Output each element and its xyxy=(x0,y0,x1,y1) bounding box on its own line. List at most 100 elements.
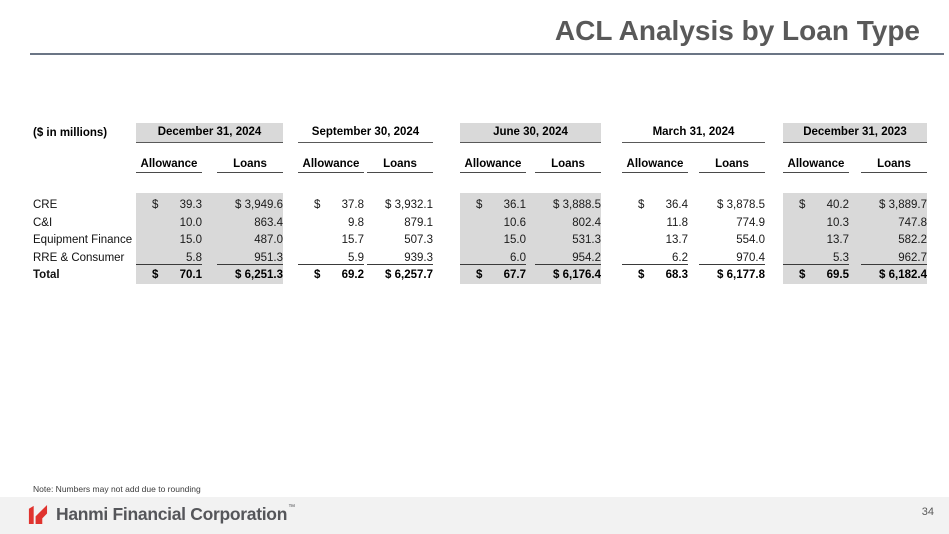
loans-value: 939.3 xyxy=(404,251,433,264)
allowance-dollar: $ xyxy=(638,199,645,211)
loans-value: $ 6,257.7 xyxy=(385,269,433,281)
table-row-total: $ 70.1 $ 6,251.3 xyxy=(136,267,283,285)
table-row: $ 37.8 $ 3,932.1 xyxy=(298,197,433,215)
allowance-dollar: $ xyxy=(314,269,321,281)
table-row-total: $ 68.3 $ 6,177.8 xyxy=(622,267,765,285)
table-row-total: $ 69.2 $ 6,257.7 xyxy=(298,267,433,285)
loans-value: $ 3,878.5 xyxy=(717,199,765,211)
allowance-value: 13.7 xyxy=(665,234,688,246)
table-row: 5.8 951.3 xyxy=(136,250,283,268)
loans-value: $ 6,251.3 xyxy=(235,269,283,281)
allowance-value: 10.6 xyxy=(503,216,526,229)
allowance-value: 13.7 xyxy=(826,234,849,246)
loans-value: $ 3,932.1 xyxy=(385,199,433,211)
loans-value: 554.0 xyxy=(736,234,765,246)
allowance-dollar: $ xyxy=(152,199,159,211)
table-row-total: $ 69.5 $ 6,182.4 xyxy=(783,267,927,285)
table-row: 6.2 970.4 xyxy=(622,250,765,268)
allowance-dollar: $ xyxy=(314,199,321,211)
period-header: December 31, 2024 xyxy=(136,123,283,143)
table-row: 13.7 554.0 xyxy=(622,232,765,250)
allowance-dollar: $ xyxy=(799,269,806,281)
loans-col-header: Loans xyxy=(699,156,765,173)
hanmi-logo-icon xyxy=(28,504,48,525)
row-label-total: Total xyxy=(33,269,60,281)
table-row: $ 39.3 $ 3,949.6 xyxy=(136,197,283,215)
row-labels: CRE C&I Equipment Finance RRE & Consumer… xyxy=(33,197,135,285)
allowance-dollar: $ xyxy=(799,199,806,211)
row-label-rre-consumer: RRE & Consumer xyxy=(33,251,125,264)
trademark-symbol: ™ xyxy=(288,504,296,511)
period-header: September 30, 2024 xyxy=(298,123,433,143)
allowance-value: 37.8 xyxy=(341,199,364,211)
loans-value: 951.3 xyxy=(254,251,283,264)
allowance-value: 11.8 xyxy=(666,216,688,229)
table-row: 11.8 774.9 xyxy=(622,215,765,233)
allowance-dollar: $ xyxy=(152,269,159,281)
loans-col-header: Loans xyxy=(217,156,283,173)
data-rows: $ 36.4 $ 3,878.5 11.8 774.9 13.7 554.0 6… xyxy=(622,197,765,285)
table-row: 15.0 531.3 xyxy=(460,232,601,250)
allowance-value: 69.2 xyxy=(341,269,364,281)
allowance-value: 70.1 xyxy=(179,269,202,281)
page-title: ACL Analysis by Loan Type xyxy=(554,15,920,46)
period-group-jun-30-2024: June 30, 2024 Allowance Loans $ 36.1 $ 3… xyxy=(460,123,601,288)
period-group-mar-31-2024: March 31, 2024 Allowance Loans $ 36.4 $ … xyxy=(622,123,765,288)
table-row: 15.0 487.0 xyxy=(136,232,283,250)
allowance-value: 36.4 xyxy=(665,199,688,211)
period-header: March 31, 2024 xyxy=(622,123,765,143)
allowance-dollar: $ xyxy=(476,269,483,281)
allowance-value: 9.8 xyxy=(348,216,364,229)
loans-value: 879.1 xyxy=(404,216,433,229)
table-row: 6.0 954.2 xyxy=(460,250,601,268)
allowance-col-header: Allowance xyxy=(298,156,364,173)
footnote: Note: Numbers may not add due to roundin… xyxy=(33,484,201,494)
shaded-column-bg xyxy=(783,193,927,284)
allowance-value: 10.3 xyxy=(826,216,849,229)
allowance-value: 69.5 xyxy=(826,269,849,281)
table-row: 10.3 747.8 xyxy=(783,215,927,233)
allowance-col-header: Allowance xyxy=(622,156,688,173)
loans-value: 962.7 xyxy=(898,251,927,264)
loans-col-header: Loans xyxy=(367,156,433,173)
company-name: Hanmi Financial Corporation xyxy=(56,504,288,524)
data-rows: $ 40.2 $ 3,889.7 10.3 747.8 13.7 582.2 5… xyxy=(783,197,927,285)
table-row-total: $ 67.7 $ 6,176.4 xyxy=(460,267,601,285)
shaded-column-bg xyxy=(460,193,601,284)
allowance-value: 5.3 xyxy=(833,251,849,264)
allowance-value: 6.0 xyxy=(510,251,526,264)
table-row: 13.7 582.2 xyxy=(783,232,927,250)
row-label-cre: CRE xyxy=(33,199,58,211)
loans-value: $ 3,949.6 xyxy=(235,199,283,211)
loans-value: 970.4 xyxy=(736,251,765,264)
allowance-dollar: $ xyxy=(476,199,483,211)
title-rule xyxy=(30,53,944,55)
period-header: December 31, 2023 xyxy=(783,123,927,143)
company-logo: Hanmi Financial Corporation ™ xyxy=(27,503,295,526)
page-number: 34 xyxy=(921,506,934,518)
allowance-value: 15.0 xyxy=(179,234,202,246)
loans-col-header: Loans xyxy=(861,156,927,173)
allowance-value: 15.0 xyxy=(503,234,526,246)
allowance-value: 5.8 xyxy=(186,251,202,264)
data-rows: $ 37.8 $ 3,932.1 9.8 879.1 15.7 507.3 5.… xyxy=(298,197,433,285)
allowance-value: 15.7 xyxy=(341,234,364,246)
loans-value: $ 6,177.8 xyxy=(717,269,765,281)
allowance-dollar: $ xyxy=(638,269,645,281)
loans-col-header: Loans xyxy=(535,156,601,173)
allowance-value: 40.2 xyxy=(826,199,849,211)
table-row: 10.0 863.4 xyxy=(136,215,283,233)
allowance-value: 36.1 xyxy=(503,199,526,211)
period-group-dec-31-2023: December 31, 2023 Allowance Loans $ 40.2… xyxy=(783,123,927,288)
table-row: 10.6 802.4 xyxy=(460,215,601,233)
loans-value: $ 6,182.4 xyxy=(879,269,927,281)
loans-value: 582.2 xyxy=(898,234,927,246)
loans-value: 507.3 xyxy=(404,234,433,246)
shaded-column-bg xyxy=(136,193,283,284)
loans-value: 531.3 xyxy=(572,234,601,246)
data-rows: $ 36.1 $ 3,888.5 10.6 802.4 15.0 531.3 6… xyxy=(460,197,601,285)
loans-value: 802.4 xyxy=(572,216,601,229)
row-label-ci: C&I xyxy=(33,216,53,229)
loans-value: 774.9 xyxy=(736,216,765,229)
